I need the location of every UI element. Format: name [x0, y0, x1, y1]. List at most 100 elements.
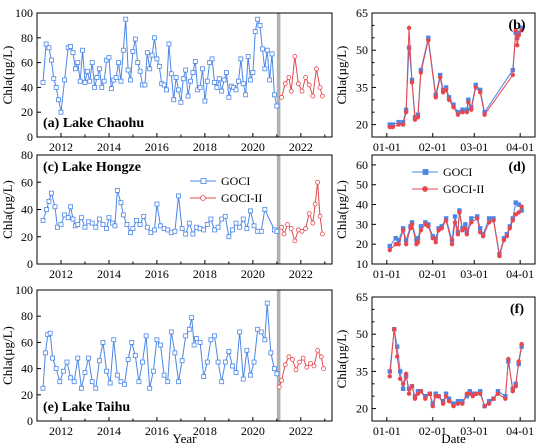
- data-point-goci: [194, 336, 199, 341]
- data-point-goci: [243, 92, 249, 98]
- data-point-goci: [64, 359, 70, 365]
- data-point-goci: [141, 213, 147, 219]
- data-point-goci-ii: [320, 93, 325, 99]
- panel-a: 0 20 40 60 80 100 2012 2014 2016 2018 2020 2022 (a) …: [0, 6, 333, 154]
- data-point-goci-ii: [477, 90, 483, 95]
- data-point-goci: [75, 60, 81, 65]
- data-point-goci: [118, 379, 124, 385]
- data-point-goci: [221, 77, 227, 83]
- y-tick-label: 20: [21, 230, 33, 244]
- data-point-goci: [124, 222, 130, 227]
- data-point-goci: [149, 52, 155, 58]
- data-point-goci-ii: [415, 240, 421, 245]
- y-tick-label: 0: [27, 414, 33, 428]
- data-point-goci-ii: [387, 247, 392, 253]
- data-point-goci: [89, 220, 95, 226]
- data-point-goci: [449, 238, 455, 243]
- data-point-goci: [513, 200, 518, 205]
- data-point-goci: [172, 350, 178, 356]
- data-point-goci: [179, 358, 185, 364]
- data-point-goci-ii: [286, 354, 292, 360]
- data-point-goci-ii: [315, 179, 321, 185]
- data-point-goci-ii: [427, 391, 432, 396]
- data-point-goci: [42, 350, 48, 356]
- data-point-goci: [190, 231, 196, 237]
- data-point-goci: [400, 119, 406, 125]
- data-point-goci-ii: [464, 110, 470, 115]
- data-point-goci-ii: [475, 216, 480, 221]
- data-point-goci: [78, 215, 84, 221]
- data-point-goci: [219, 216, 225, 222]
- data-point-goci-ii: [455, 232, 461, 237]
- data-point-goci: [58, 109, 64, 115]
- data-point-goci: [56, 97, 61, 103]
- data-point-goci: [437, 72, 443, 78]
- data-point-goci: [222, 213, 228, 219]
- data-point-goci: [178, 99, 184, 105]
- data-point-goci: [89, 60, 95, 65]
- series-line-goci-ii: [278, 348, 325, 388]
- transition-band: [276, 13, 281, 137]
- data-point-goci: [108, 86, 114, 92]
- data-point-goci: [212, 227, 217, 233]
- data-point-goci: [58, 222, 64, 227]
- data-point-goci-ii: [317, 85, 323, 90]
- data-point-goci: [92, 85, 97, 90]
- legend-label: GOCI-II: [221, 191, 262, 205]
- x-tick-label: 2012: [49, 140, 73, 154]
- data-point-goci: [433, 391, 438, 396]
- data-point-goci: [406, 45, 412, 50]
- data-point-goci-ii: [412, 396, 418, 401]
- data-point-goci-ii: [515, 43, 520, 48]
- data-point-goci-ii: [392, 327, 397, 332]
- data-point-goci: [393, 236, 398, 241]
- y-tick-label: 20: [356, 118, 368, 132]
- plot-frame: [36, 154, 333, 265]
- data-point-goci: [423, 394, 428, 399]
- data-point-goci: [406, 386, 412, 391]
- data-point-goci: [394, 344, 400, 349]
- data-point-goci: [53, 85, 59, 90]
- data-point-goci: [495, 389, 501, 394]
- data-point-goci-ii: [473, 85, 478, 90]
- data-point-goci-ii: [320, 231, 325, 237]
- data-point-goci-ii: [513, 28, 518, 33]
- data-point-goci: [470, 391, 475, 396]
- data-point-goci: [99, 85, 105, 90]
- data-point-goci: [412, 394, 418, 399]
- data-point-goci-ii: [403, 241, 409, 247]
- x-tick-label: 04-01: [506, 267, 534, 281]
- data-point-goci: [252, 29, 258, 35]
- data-point-goci: [144, 50, 150, 56]
- data-point-goci: [451, 401, 456, 406]
- data-point-goci-ii: [516, 359, 521, 364]
- data-point-goci-ii: [451, 403, 456, 409]
- data-point-goci: [467, 389, 472, 394]
- data-point-goci: [176, 87, 181, 93]
- data-point-goci: [111, 337, 117, 343]
- data-point-goci: [84, 68, 90, 74]
- legend-marker-goci: [422, 169, 429, 175]
- x-tick-label: 2022: [289, 140, 313, 154]
- data-point-goci: [120, 47, 126, 53]
- data-point-goci: [158, 223, 163, 229]
- data-point-goci: [516, 30, 521, 36]
- data-point-goci: [240, 376, 246, 382]
- data-point-goci: [120, 212, 126, 218]
- data-point-goci: [244, 226, 250, 231]
- data-point-goci: [197, 85, 203, 90]
- data-point-goci-ii: [415, 114, 421, 120]
- data-point-goci: [122, 381, 127, 387]
- y-tick-label: 100: [15, 283, 33, 297]
- data-point-goci: [215, 359, 221, 365]
- data-point-goci: [70, 50, 76, 56]
- data-point-goci: [129, 339, 135, 345]
- data-point-goci: [116, 60, 121, 65]
- data-point-goci-ii: [276, 384, 282, 390]
- data-point-goci: [190, 70, 196, 75]
- data-point-goci: [135, 60, 141, 65]
- data-point-goci-ii: [464, 232, 470, 237]
- data-point-goci: [96, 216, 102, 222]
- data-point-goci: [233, 220, 239, 226]
